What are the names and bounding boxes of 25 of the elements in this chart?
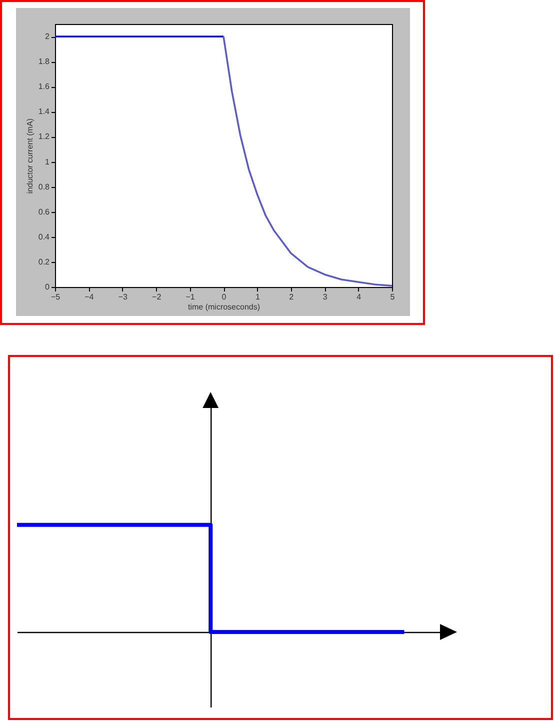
x-tick-label: −5 [50,292,61,302]
x-tick-label: −2 [152,292,162,302]
y-tick-label: 1.4 [38,107,50,116]
line-series [222,36,392,287]
y-tick-label: 1.6 [38,82,50,92]
x-tick-label: −4 [84,292,94,302]
y-tick-label: 1 [45,157,50,166]
y-tick-label: 0.4 [38,232,50,242]
x-tick-label: 4 [356,292,362,302]
y-tick-label: 0.2 [38,257,50,266]
x-tick-label: −3 [118,292,128,302]
x-tick-label: 5 [390,292,396,302]
x-tick-label: 2 [289,292,294,302]
x-tick-label: 3 [322,292,328,302]
y-tick-label: 1.2 [38,132,50,142]
y-axis-title: inductor current (mA) [25,118,34,194]
y-tick-label: 0.6 [38,207,50,216]
y-tick-label: 0 [45,282,50,292]
x-axis-title: time (microseconds) [188,302,260,312]
y-tick-label: 1.8 [38,57,50,66]
x-tick-label: 0 [222,292,227,302]
x-tick-label: −1 [186,292,196,302]
y-tick-label: 2 [45,32,50,42]
y-tick-label: 0.8 [38,182,50,192]
x-tick-label: 1 [255,292,260,302]
